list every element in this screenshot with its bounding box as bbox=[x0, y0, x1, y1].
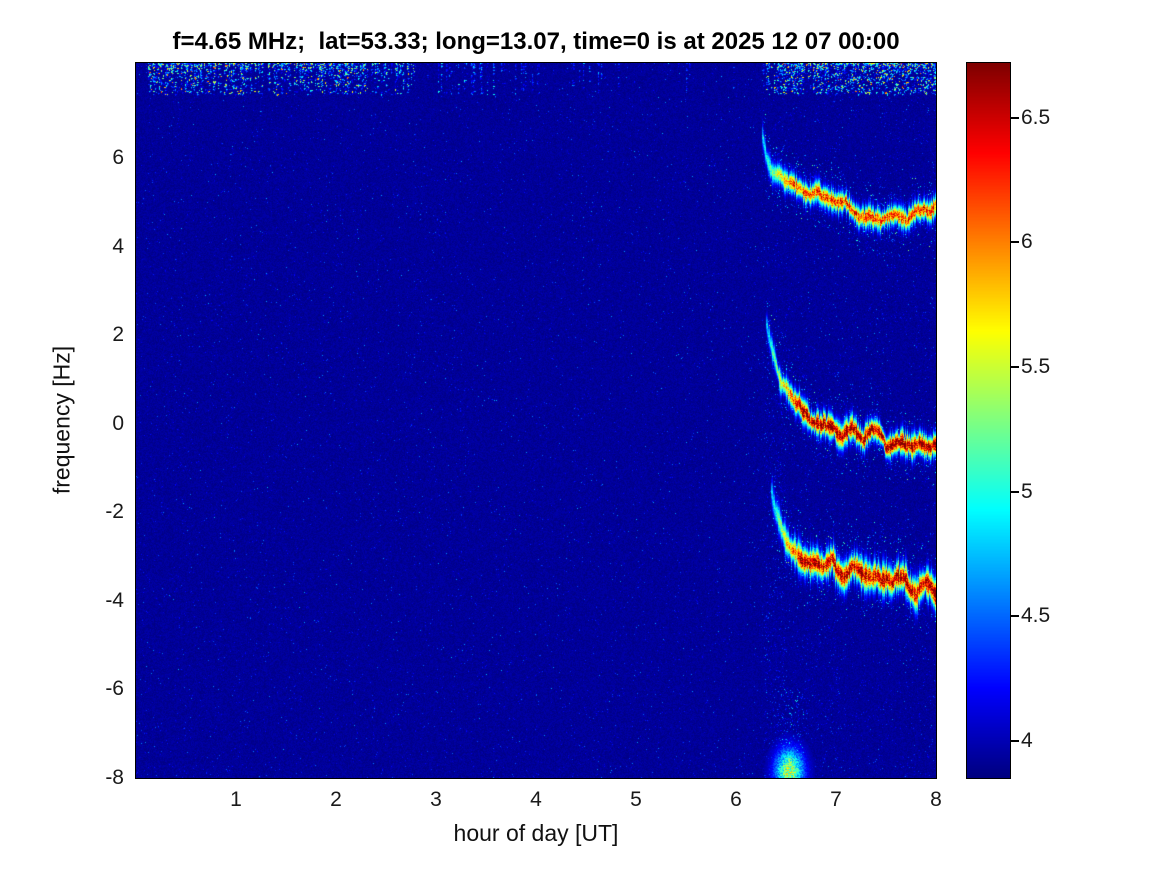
x-tick-label: 8 bbox=[930, 788, 942, 811]
colorbar-tick-label: 4 bbox=[1021, 728, 1033, 752]
x-axis-label: hour of day [UT] bbox=[453, 820, 619, 846]
colorbar-tick-label: 6 bbox=[1021, 230, 1033, 254]
colorbar-tick-mark bbox=[1011, 490, 1019, 493]
colorbar-tick-mark bbox=[1011, 241, 1019, 244]
x-tick-label: 5 bbox=[630, 788, 642, 811]
y-tick-label: 2 bbox=[112, 323, 124, 347]
colorbar-tick-mark bbox=[1011, 365, 1019, 368]
y-tick-label: 0 bbox=[112, 411, 124, 435]
colorbar-tick-label: 4.5 bbox=[1021, 604, 1051, 628]
x-tick-label: 1 bbox=[230, 788, 242, 811]
x-tick-label: 3 bbox=[430, 788, 442, 811]
y-tick-label: 6 bbox=[112, 146, 124, 170]
colorbar-tick-label: 5.5 bbox=[1021, 354, 1051, 378]
y-tick-label: -4 bbox=[105, 588, 124, 612]
x-tick-label: 7 bbox=[830, 788, 842, 811]
y-tick-label: -2 bbox=[105, 500, 124, 524]
colorbar bbox=[966, 62, 1011, 779]
colorbar-tick-label: 5 bbox=[1021, 479, 1033, 503]
spectrogram-canvas bbox=[136, 63, 936, 778]
colorbar-gradient bbox=[967, 63, 1010, 778]
x-tick-label: 6 bbox=[730, 788, 742, 811]
x-tick-label: 4 bbox=[530, 788, 542, 811]
colorbar-tick-label: 6.5 bbox=[1021, 105, 1051, 129]
plot-area bbox=[135, 62, 937, 779]
y-tick-label: -6 bbox=[105, 677, 124, 701]
y-tick-label: -8 bbox=[105, 766, 124, 789]
chart-title: f=4.65 MHz; lat=53.33; long=13.07, time=… bbox=[172, 28, 900, 55]
x-tick-label: 2 bbox=[330, 788, 342, 811]
y-tick-label: 4 bbox=[112, 234, 124, 258]
colorbar-tick-mark bbox=[1011, 739, 1019, 742]
colorbar-tick-mark bbox=[1011, 615, 1019, 618]
colorbar-tick-mark bbox=[1011, 116, 1019, 119]
